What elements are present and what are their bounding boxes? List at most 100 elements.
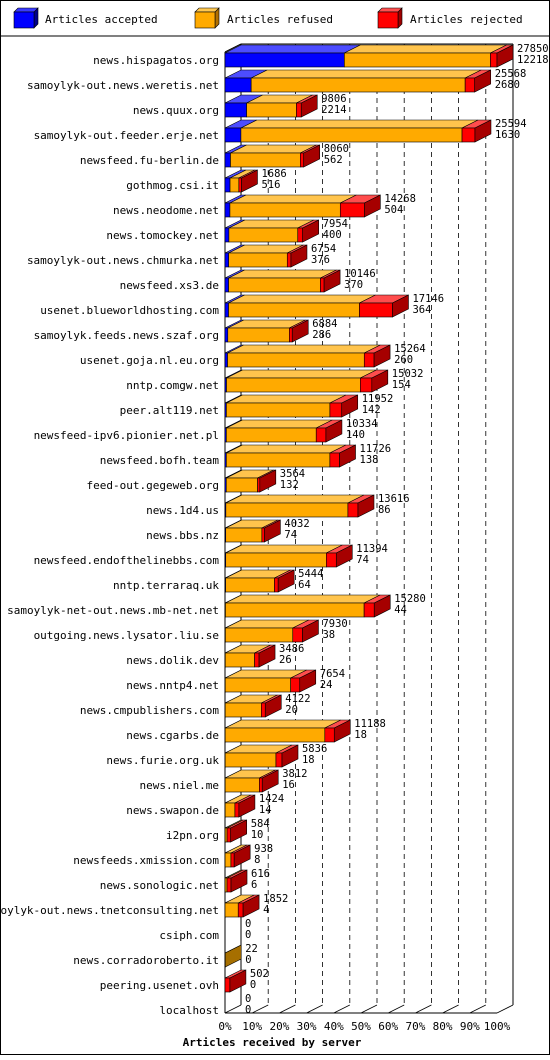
bar-side-newsfeed-endofthelinebbs-com: [335, 544, 353, 568]
accepted-label-nntp-terraraq-uk: 64: [298, 579, 311, 591]
bar-articles-refused-samoylyk-net-out-news-mb-net-net: [225, 602, 365, 618]
bar-top-articles-refused-samoylyk-out-feeder-erje-net: [240, 119, 479, 129]
bar-side-usenet-goja-nl-eu-org: [373, 344, 391, 368]
bar-articles-rejected-feed-out-gegeweb-org: [257, 477, 261, 493]
accepted-label-news-1d4-us: 86: [378, 504, 391, 516]
total-label-outgoing-news-lysator-liu-se: 7930: [322, 618, 347, 630]
bar-articles-rejected-news-neodome-net: [339, 202, 365, 218]
bar-side-news-cmpublishers-com: [264, 694, 282, 718]
total-label-usenet-goja-nl-eu-org: 15264: [394, 343, 426, 355]
accepted-label-samoylyk-out-news-tnetconsulting-net: 4: [263, 904, 269, 916]
category-label-csiph-com: csiph.com: [159, 929, 219, 942]
floor-line-7: [415, 1004, 432, 1014]
category-label-i2pn-org: i2pn.org: [166, 829, 219, 842]
category-label-peering-usenet-ovh: peering.usenet.ovh: [100, 979, 219, 992]
total-label-news-niel-me: 3812: [282, 768, 307, 780]
bar-articles-rejected-news-niel-me: [259, 777, 263, 793]
bar-side-gothmog-csi-it: [241, 169, 258, 193]
accepted-label-newsfeed-ipv6-pionier-net-pl: 140: [346, 429, 365, 441]
total-label-newsfeed-ipv6-pionier-net-pl: 10334: [346, 418, 378, 430]
bar-side-news-quux-org: [300, 94, 318, 118]
bar-articles-rejected-samoylyk-out-news-chmurka-net: [286, 252, 292, 268]
x-tick-label: 50%: [351, 1020, 371, 1033]
bar-articles-rejected-news-tomockey-net: [297, 227, 303, 243]
category-label-nntp-terraraq-uk: nntp.terraraq.uk: [113, 579, 219, 592]
category-label-news-quux-org: news.quux.org: [133, 104, 219, 117]
floor-line-9: [469, 1004, 486, 1014]
total-label-news-nntp4-net: 7654: [320, 668, 345, 680]
category-label-samoylyk-out-news-tnetconsulting-net: samoylyk-out.news.tnetconsulting.net: [0, 904, 219, 917]
total-label-samoylyk-out-news-tnetconsulting-net: 1852: [263, 893, 288, 905]
bar-side-newsfeed-xs3-de: [323, 269, 341, 293]
accepted-label-nntp-comgw-net: 154: [392, 379, 411, 391]
accepted-label-feed-out-gegeweb-org: 132: [280, 479, 299, 491]
bar-articles-rejected-usenet-blueworldhosting-com: [359, 302, 393, 318]
bar-articles-refused-news-swapon-de: [224, 802, 236, 818]
bar-articles-refused-feed-out-gegeweb-org: [225, 477, 258, 493]
bar-articles-refused-news-niel-me: [224, 777, 260, 793]
category-label-news-furie-org-uk: news.furie.org.uk: [106, 754, 219, 767]
total-label-localhost: 0: [245, 993, 251, 1005]
bar-articles-refused-news-tomockey-net: [228, 227, 299, 243]
bar-side-news-neodome-net: [364, 194, 381, 218]
accepted-label-news-cgarbs-de: 18: [354, 729, 367, 741]
bar-articles-rejected-newsfeed-ipv6-pionier-net-pl: [315, 427, 327, 443]
floor-line-8: [442, 1004, 459, 1014]
x-tick-label: 40%: [324, 1020, 344, 1033]
category-label-samoylyk-out-news-chmurka-net: samoylyk-out.news.chmurka.net: [27, 254, 219, 267]
x-tick-label: 90%: [460, 1020, 480, 1033]
bar-articles-refused-outgoing-news-lysator-liu-se: [225, 627, 294, 643]
accepted-label-news-quux-org: 2214: [321, 104, 346, 116]
total-label-samoylyk-net-out-news-mb-net-net: 15280: [394, 593, 426, 605]
category-label-news-cgarbs-de: news.cgarbs.de: [126, 729, 219, 742]
legend-swatch-accepted-top: [13, 7, 39, 13]
total-label-gothmog-csi-it: 1686: [261, 168, 286, 180]
category-label-newsfeed-bofh-team: newsfeed.bofh.team: [100, 454, 220, 467]
category-label-usenet-goja-nl-eu-org: usenet.goja.nl.eu.org: [80, 354, 219, 367]
bar-articles-accepted-news-neodome-net: [224, 202, 231, 218]
total-label-news-sonologic-net: 616: [251, 868, 270, 880]
bar-side-usenet-blueworldhosting-com: [392, 294, 409, 318]
bar-articles-rejected-samoylyk-out-news-weretis-net: [464, 77, 476, 93]
accepted-label-news-cmpublishers-com: 20: [285, 704, 298, 716]
category-label-newsfeed-xs3-de: newsfeed.xs3.de: [120, 279, 219, 292]
bar-side-samoylyk-net-out-news-mb-net-net: [373, 594, 391, 618]
bar-side-nntp-comgw-net: [371, 369, 389, 393]
bar-articles-rejected-newsfeed-xs3-de: [320, 277, 325, 293]
accepted-label-gothmog-csi-it: 516: [261, 179, 280, 191]
floor-line-5: [360, 1004, 378, 1014]
category-labels: news.hispagatos.org samoylyk-out.news.wer…: [0, 54, 219, 1017]
category-label-news-sonologic-net: news.sonologic.net: [100, 879, 219, 892]
bar-side-samoylyk-out-feeder-erje-net: [474, 119, 492, 143]
accepted-label-news-furie-org-uk: 18: [302, 754, 315, 766]
bar-articles-rejected-nntp-comgw-net: [360, 377, 373, 393]
accepted-label-csiph-com: 0: [245, 929, 251, 941]
accepted-label-newsfeed-endofthelinebbs-com: 74: [356, 554, 369, 566]
bar-top-articles-refused-samoylyk-net-out-news-mb-net-net: [225, 594, 381, 604]
legend-swatch-refused-top: [194, 7, 220, 13]
bar-articles-refused-usenet-blueworldhosting-com: [228, 302, 360, 318]
category-label-news-tomockey-net: news.tomockey.net: [106, 229, 219, 242]
bar-articles-rejected-newsfeed-bofh-team: [329, 452, 340, 468]
bar-articles-rejected-news-dolik-dev: [254, 652, 260, 668]
bar-articles-rejected-news-1d4-us: [347, 502, 359, 518]
bar-side-peer-alt119-net: [341, 394, 359, 418]
bar-side-newsfeed-ipv6-pionier-net-pl: [325, 419, 343, 443]
bar-articles-refused-nntp-comgw-net: [226, 377, 361, 393]
category-label-usenet-blueworldhosting-com: usenet.blueworldhosting.com: [40, 304, 219, 317]
category-label-news-niel-me: news.niel.me: [140, 779, 219, 792]
x-tick-label: 100%: [484, 1020, 511, 1033]
accepted-label-news-dolik-dev: 26: [279, 654, 292, 666]
bar-articles-refused-news-dolik-dev: [224, 652, 255, 668]
accepted-label-news-bbs-nz: 74: [284, 529, 297, 541]
bar-articles-accepted-news-tomockey-net: [224, 227, 230, 243]
bar-articles-refused-news-bbs-nz: [225, 527, 263, 543]
bar-top-articles-refused-news-cgarbs-de: [225, 719, 341, 729]
bar-articles-accepted-gothmog-csi-it: [224, 177, 231, 193]
accepted-label-news-nntp4-net: 24: [320, 679, 333, 691]
bar-articles-refused-newsfeed-fu-berlin-de: [230, 152, 301, 168]
bar-articles-rejected-i2pn-org: [226, 827, 232, 843]
y-axis-depth-top: [224, 43, 242, 53]
bar-side-news-swapon-de: [238, 794, 256, 818]
total-label-peer-alt119-net: 11952: [362, 393, 394, 405]
